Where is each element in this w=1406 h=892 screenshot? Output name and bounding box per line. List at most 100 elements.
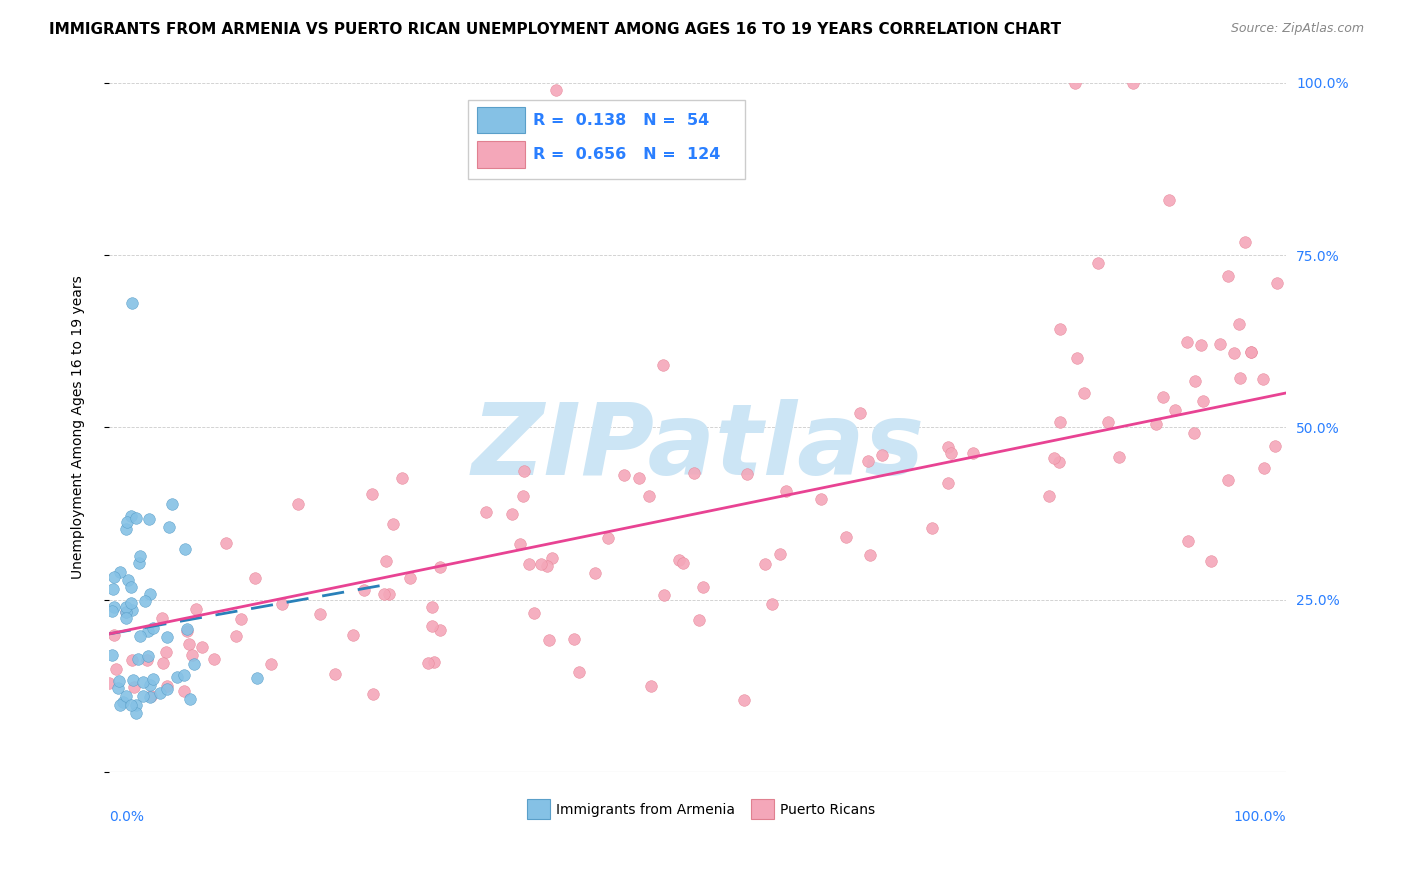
Point [375,554,398,568]
Point [111,695,134,709]
Point [672,556,695,570]
Point [129,629,152,643]
Point [429,623,451,637]
Point [1097,415,1119,429]
Point [139,586,162,600]
Point [186,601,208,615]
Point [536,558,558,573]
Point [225,629,247,643]
Point [361,487,384,501]
Point [117,516,139,530]
Point [176,624,198,638]
Point [1049,321,1071,335]
Point [202,651,225,665]
Point [475,505,498,519]
Point [139,690,162,705]
Point [115,605,138,619]
Point [754,558,776,572]
Point [692,580,714,594]
Point [103,582,125,596]
Point [121,652,143,666]
Point [155,645,177,659]
Point [810,491,832,506]
Point [668,553,690,567]
Point [382,516,405,531]
Point [120,596,142,610]
Point [150,611,173,625]
Point [859,548,882,562]
Point [1182,425,1205,440]
Point [115,605,138,619]
FancyBboxPatch shape [478,107,524,133]
FancyBboxPatch shape [478,142,524,168]
Point [638,490,661,504]
Point [179,637,201,651]
Point [373,586,395,600]
FancyBboxPatch shape [751,799,775,819]
Point [1066,351,1088,365]
Point [378,587,401,601]
Point [287,497,309,511]
Point [173,541,195,556]
Point [1223,346,1246,360]
Point [429,559,451,574]
Point [245,571,267,585]
Text: IMMIGRANTS FROM ARMENIA VS PUERTO RICAN UNEMPLOYMENT AMONG AGES 16 TO 19 YEARS C: IMMIGRANTS FROM ARMENIA VS PUERTO RICAN … [49,22,1062,37]
Point [541,550,564,565]
Point [962,445,984,459]
Point [735,467,758,482]
Point [1216,474,1239,488]
Point [568,665,591,679]
Point [149,685,172,699]
Point [775,484,797,499]
Point [1189,338,1212,352]
Point [97,676,120,690]
Point [108,565,131,579]
Point [391,471,413,485]
Point [1229,371,1251,385]
Point [1199,554,1222,568]
Point [1184,375,1206,389]
Point [1177,534,1199,549]
Point [530,557,553,571]
Point [652,358,675,372]
Point [1122,76,1144,90]
Point [627,471,650,485]
Point [1216,268,1239,283]
Point [157,519,180,533]
Point [115,689,138,703]
Point [271,597,294,611]
Point [1251,372,1274,386]
Point [108,674,131,689]
Point [183,657,205,671]
Text: ZIPatlas: ZIPatlas [471,400,924,497]
Point [342,628,364,642]
Text: R =  0.656   N =  124: R = 0.656 N = 124 [533,147,720,162]
Point [103,628,125,642]
Point [139,678,162,692]
Point [181,648,204,663]
Point [156,630,179,644]
Point [512,489,534,503]
Point [173,668,195,682]
Point [361,687,384,701]
Point [166,670,188,684]
Point [179,692,201,706]
Point [517,557,540,571]
Point [117,573,139,587]
Point [215,535,238,549]
Point [125,706,148,720]
Point [1240,344,1263,359]
Point [523,606,546,620]
Point [848,406,870,420]
Text: R =  0.138   N =  54: R = 0.138 N = 54 [533,112,709,128]
Point [156,679,179,693]
Point [1073,386,1095,401]
Point [103,570,125,584]
Point [1108,450,1130,464]
Point [260,657,283,671]
Point [418,656,440,670]
Point [120,580,142,594]
Point [115,522,138,536]
Point [136,624,159,638]
